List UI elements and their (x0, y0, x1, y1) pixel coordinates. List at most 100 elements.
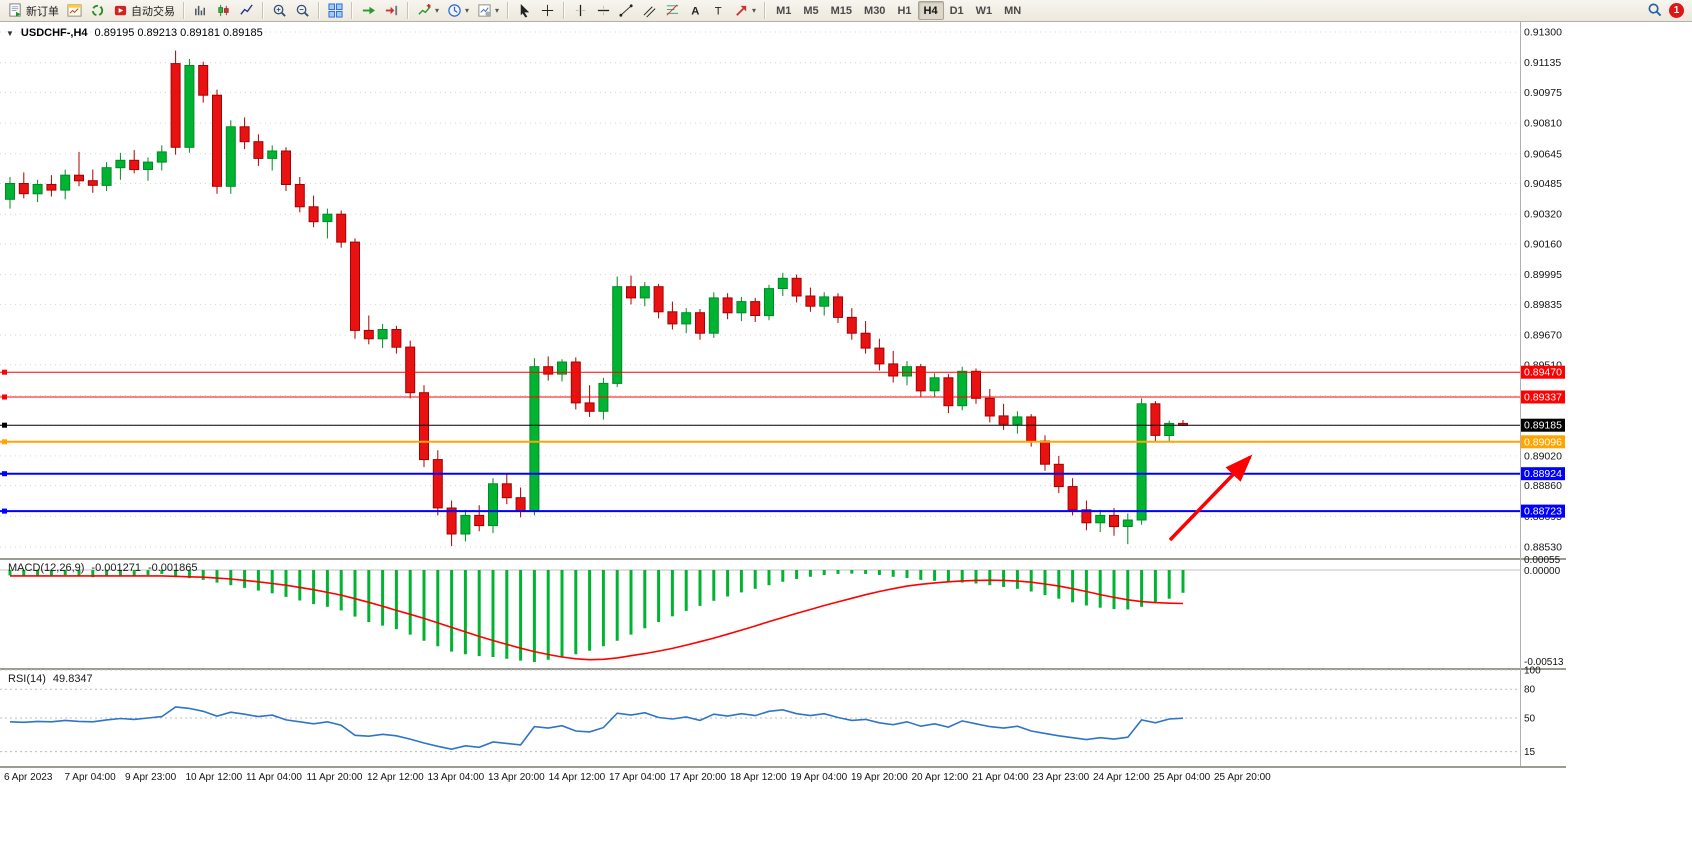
new-order-button[interactable]: 新订单 (4, 1, 63, 20)
candle (129, 159, 140, 171)
templates-icon (477, 3, 492, 18)
toolbar-separator (318, 2, 320, 19)
rsi-line (9, 706, 1184, 751)
candle (570, 361, 581, 404)
chart-shift-button[interactable] (380, 1, 403, 20)
svg-text:50: 50 (1524, 714, 1536, 725)
candle (750, 301, 761, 317)
cycle-icon (90, 3, 105, 18)
timeframe-M1-button[interactable]: M1 (770, 1, 797, 20)
hline-handle[interactable] (2, 422, 7, 428)
label-button[interactable]: T (707, 1, 730, 20)
arrows-icon (734, 3, 749, 18)
bar-chart-button[interactable] (189, 1, 212, 20)
candle (915, 366, 926, 392)
timeframe-H1-button[interactable]: H1 (891, 1, 917, 20)
chart-shift-icon (384, 3, 399, 18)
hline-handle[interactable] (2, 508, 7, 514)
candle (819, 296, 830, 307)
arrows-button[interactable]: ▾ (730, 1, 760, 20)
panel-divider[interactable] (0, 668, 1566, 670)
indicators-button[interactable]: ▾ (413, 1, 443, 20)
time-axis[interactable]: 6 Apr 2023 7 Apr 04:00 9 Apr 23:00 10 Apr 1… (4, 772, 1271, 783)
hline-handle[interactable] (2, 471, 7, 477)
zoom-in-button[interactable] (268, 1, 291, 20)
vertical-line-button[interactable] (569, 1, 592, 20)
timeframe-M30-button[interactable]: M30 (858, 1, 891, 20)
line-chart-button[interactable] (235, 1, 258, 20)
candle (805, 295, 816, 307)
periods-button[interactable]: ▾ (443, 1, 473, 20)
candle (833, 296, 843, 318)
crosshair-button[interactable] (536, 1, 559, 20)
candle (984, 397, 995, 417)
chart-canvas[interactable]: 0.91300 0.91135 0.90975 0.90810 0.90645 0.904… (0, 22, 1692, 850)
collapse-panel-icon[interactable]: ▼ (6, 28, 14, 38)
candle (156, 151, 167, 163)
candle (281, 150, 291, 185)
candle (32, 184, 43, 195)
tile-windows-button[interactable] (324, 1, 347, 20)
annotation-arrow[interactable] (1168, 454, 1253, 542)
timeframe-MN-button[interactable]: MN (998, 1, 1027, 20)
timeframe-M15-button[interactable]: M15 (825, 1, 858, 20)
candle (239, 126, 250, 143)
auto-scroll-icon (361, 3, 376, 18)
toolbar: 新订单 自动交易 ▾ ▾ ▾ A T ▾ M1 M5 M15 M30 H1 H4 D1 W1 MN 1 (0, 0, 1692, 22)
cycle-button[interactable] (86, 1, 109, 20)
chart-window-button[interactable] (63, 1, 86, 20)
candle (653, 286, 664, 313)
horizontal-line-button[interactable] (592, 1, 615, 20)
candle (143, 161, 153, 171)
svg-text:0.88530: 0.88530 (1524, 542, 1562, 554)
toolbar-right: 1 (1647, 2, 1692, 20)
candlestick-chart-button[interactable] (212, 1, 235, 20)
candle (612, 286, 623, 384)
templates-button[interactable]: ▾ (473, 1, 503, 20)
notification-badge[interactable]: 1 (1669, 3, 1684, 18)
timeframe-W1-button[interactable]: W1 (970, 1, 999, 20)
fibonacci-button[interactable] (661, 1, 684, 20)
candle (1026, 416, 1037, 442)
autotrading-button[interactable]: 自动交易 (109, 1, 179, 20)
candle (350, 241, 360, 331)
timeframe-M5-button[interactable]: M5 (797, 1, 824, 20)
candle (294, 184, 305, 208)
svg-text:80: 80 (1524, 685, 1536, 696)
hline-handle[interactable] (2, 394, 7, 400)
trendline-button[interactable] (615, 1, 638, 20)
channel-icon (642, 3, 657, 18)
panel-divider[interactable] (0, 766, 1566, 768)
candle (5, 183, 15, 200)
timeframe-D1-button[interactable]: D1 (944, 1, 970, 20)
candle (46, 184, 57, 191)
candlestick-series (5, 50, 1188, 547)
hline-handle[interactable] (2, 369, 7, 375)
candle (60, 174, 71, 191)
svg-text:0.89835: 0.89835 (1524, 299, 1562, 311)
panel-divider[interactable] (0, 558, 1566, 560)
svg-text:-0.00513: -0.00513 (1524, 657, 1564, 668)
svg-text:19 Apr 20:00: 19 Apr 20:00 (851, 772, 908, 783)
svg-text:10 Apr 12:00: 10 Apr 12:00 (186, 772, 243, 783)
cursor-button[interactable] (513, 1, 536, 20)
search-icon[interactable] (1647, 2, 1662, 20)
candle (419, 392, 429, 461)
vertical-line-icon (573, 3, 588, 18)
horizontal-line-objects[interactable]: 0.89470 0.89337 0.89185 0.89096 0.88924 0.887… (0, 365, 1565, 518)
candle (543, 366, 554, 375)
timeframe-H4-button[interactable]: H4 (917, 1, 944, 20)
candle (446, 507, 457, 535)
candle (1164, 422, 1175, 436)
svg-text:0.91135: 0.91135 (1524, 57, 1561, 69)
channel-button[interactable] (638, 1, 661, 20)
text-button[interactable]: A (684, 1, 707, 20)
candle (101, 167, 112, 186)
svg-text:25 Apr 20:00: 25 Apr 20:00 (1214, 772, 1271, 783)
auto-scroll-button[interactable] (357, 1, 380, 20)
hline-handle[interactable] (2, 439, 7, 445)
ohlc-readout: 0.89195 0.89213 0.89181 0.89185 (94, 27, 263, 39)
toolbar-separator (183, 2, 185, 19)
zoom-out-button[interactable] (291, 1, 314, 20)
